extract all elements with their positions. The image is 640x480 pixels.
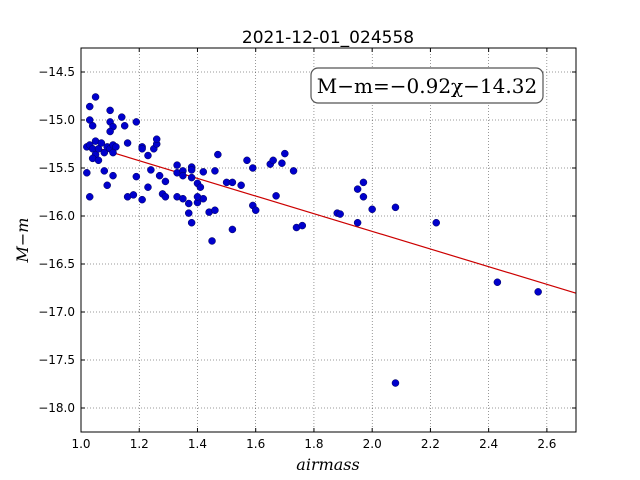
annotation-box [310,67,544,104]
data-point [228,225,237,234]
data-point [184,199,193,208]
x-tick-label: 1.6 [246,437,265,451]
chart-title: 2021-12-01_024558 [242,28,414,48]
data-point [91,93,100,101]
y-tick-label: −16.5 [38,257,75,271]
data-point [391,203,400,212]
data-point [289,167,298,175]
fit-line [86,144,577,294]
x-axis-label: airmass [296,455,359,474]
y-tick-label: −14.5 [38,65,75,79]
data-point [211,167,219,175]
data-point [118,113,126,121]
data-point [272,192,280,200]
data-point [359,178,368,187]
data-point [109,148,117,157]
data-point [237,181,245,190]
data-point [132,118,141,126]
data-point [368,205,376,214]
data-point [179,171,187,180]
data-point [278,159,286,167]
data-point [179,194,187,203]
data-point [249,164,257,172]
fit-annotation: M−m=−0.92χ−14.32 [310,67,544,104]
data-point [97,139,106,147]
y-tick-label: −18.0 [38,401,75,415]
y-tick-label: −15.0 [38,113,75,127]
data-point [106,106,114,115]
data-point [83,169,91,177]
data-point [187,166,196,174]
data-point [208,237,216,245]
data-point [269,156,277,165]
plot-frame [80,47,577,433]
data-point [281,149,289,158]
grid-layer [81,48,576,432]
data-point [144,151,152,160]
data-point [187,218,196,227]
data-point [199,168,208,176]
x-tick-label: 2.2 [421,437,440,451]
data-point [432,218,440,227]
data-point [132,172,141,181]
x-tick-label: 2.4 [479,437,498,451]
data-point [120,122,129,130]
plot-area [81,48,576,432]
data-point [298,221,307,230]
data-point [100,167,109,175]
data-point [123,139,132,147]
data-point [173,161,181,169]
y-axis-label: M−m [13,218,32,264]
x-tick-label: 1.8 [304,437,323,451]
data-point [85,193,94,201]
data-point [161,193,170,201]
data-point [85,102,94,111]
y-tick-label: −17.0 [38,305,75,319]
data-point [359,193,368,201]
data-point [144,183,152,191]
y-tick-label: −17.5 [38,353,75,367]
data-point [353,185,362,193]
data-point [88,122,97,130]
data-point [193,193,202,201]
x-tick-label: 1.2 [130,437,149,451]
data-point [138,145,146,153]
y-tick-label: −15.5 [38,161,75,175]
data-point [196,183,205,191]
x-tick-label: 1.4 [188,437,207,451]
data-point [214,150,222,159]
x-tick-label: 1.0 [71,437,90,451]
data-point [103,181,111,190]
data-point [211,206,219,214]
data-point [391,379,400,387]
data-point [152,135,161,143]
data-point [129,191,138,199]
data-point [94,156,103,165]
data-point [228,178,237,187]
y-tick-label: −16.0 [38,209,75,223]
x-tick-label: 2.0 [363,437,382,451]
data-point [353,218,362,227]
fit-equation: M−m=−0.92χ−14.32 [317,74,537,98]
data-point [534,288,542,296]
data-point [251,206,260,214]
data-point [138,195,146,204]
points-layer [83,93,542,387]
data-point [106,127,114,136]
data-point [336,210,344,218]
tick-layer: 1.0 1.2 1.4 1.6 1.8 2.0 2.2 2.4 2.6 −14.5 −15.0 −15… [38,48,576,451]
data-point [187,173,196,182]
data-point [243,156,251,165]
data-point [493,278,502,286]
x-tick-label: 2.6 [537,437,556,451]
data-point [147,166,155,174]
data-point [184,209,193,217]
data-point [161,177,170,186]
fit-layer [86,144,577,294]
data-point [109,171,117,180]
data-point [155,171,164,180]
